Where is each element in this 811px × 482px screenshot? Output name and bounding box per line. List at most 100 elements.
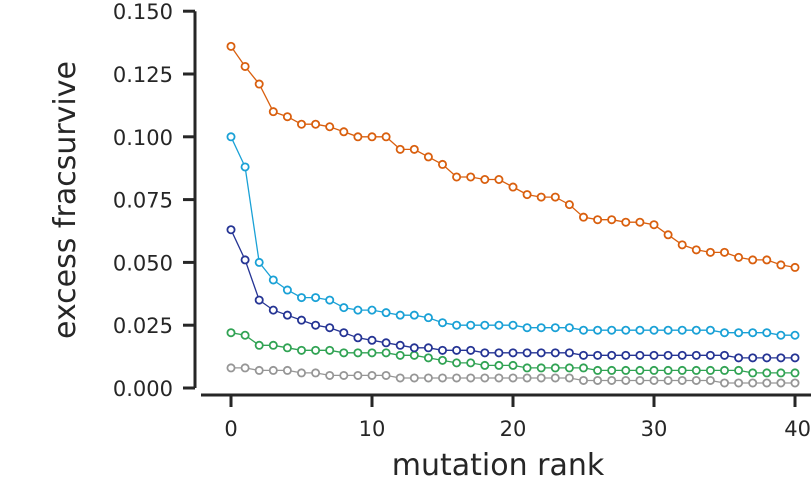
data-point [409, 144, 419, 154]
data-point [494, 373, 504, 383]
plot-area [226, 41, 800, 388]
data-point [635, 365, 645, 375]
data-point [423, 373, 433, 383]
data-point [466, 320, 476, 330]
data-point [691, 325, 701, 335]
y-axis-label: excess fracsurvive [48, 61, 83, 339]
data-point [339, 370, 349, 380]
data-point [776, 330, 786, 340]
data-point [339, 127, 349, 137]
data-point [762, 368, 772, 378]
data-point [480, 373, 490, 383]
data-point [607, 365, 617, 375]
data-point [367, 370, 377, 380]
data-point [663, 230, 673, 240]
data-point [325, 370, 335, 380]
data-point [762, 255, 772, 265]
data-point [748, 378, 758, 388]
data-point [339, 348, 349, 358]
data-point [790, 330, 800, 340]
data-point [311, 345, 321, 355]
series-1 [226, 41, 800, 272]
data-point [663, 375, 673, 385]
data-point [564, 323, 574, 333]
data-point [762, 328, 772, 338]
y-tick-label: 0.075 [113, 189, 173, 213]
data-point [508, 320, 518, 330]
data-point [635, 350, 645, 360]
data-point [452, 345, 462, 355]
data-point [607, 215, 617, 225]
y-tick-label: 0.125 [113, 63, 173, 87]
data-point [353, 348, 363, 358]
data-point [296, 368, 306, 378]
data-point [663, 350, 673, 360]
data-point [311, 293, 321, 303]
data-point [536, 323, 546, 333]
data-point [705, 365, 715, 375]
data-point [381, 348, 391, 358]
data-point [776, 260, 786, 270]
data-point [593, 350, 603, 360]
data-point [776, 353, 786, 363]
data-point [748, 353, 758, 363]
data-point [466, 358, 476, 368]
data-point [522, 323, 532, 333]
data-point [240, 255, 250, 265]
x-axis-label: mutation rank [392, 448, 605, 482]
data-point [296, 293, 306, 303]
data-point [268, 365, 278, 375]
data-point [437, 373, 447, 383]
data-point [649, 220, 659, 230]
data-point [437, 345, 447, 355]
data-point [635, 325, 645, 335]
data-point [550, 373, 560, 383]
data-point [353, 132, 363, 142]
data-point [325, 122, 335, 132]
data-point [536, 373, 546, 383]
data-point [734, 353, 744, 363]
x-tick-label: 10 [359, 417, 386, 441]
data-point [607, 325, 617, 335]
data-point [550, 192, 560, 202]
data-point [720, 328, 730, 338]
data-point [480, 175, 490, 185]
data-point [579, 350, 589, 360]
series-2 [226, 132, 800, 340]
data-point [748, 255, 758, 265]
data-point [296, 119, 306, 129]
data-point [452, 320, 462, 330]
x-tick-label: 20 [500, 417, 527, 441]
data-point [621, 365, 631, 375]
data-point [339, 328, 349, 338]
data-point [762, 353, 772, 363]
data-point [423, 353, 433, 363]
data-point [409, 343, 419, 353]
data-point [409, 373, 419, 383]
data-point [705, 325, 715, 335]
data-point [649, 350, 659, 360]
data-point [240, 162, 250, 172]
data-point [691, 245, 701, 255]
data-point [367, 348, 377, 358]
data-point [550, 363, 560, 373]
data-point [691, 350, 701, 360]
data-point [508, 360, 518, 370]
data-point [282, 343, 292, 353]
x-axis-ticks: 0 10 20 30 40 [224, 395, 811, 441]
data-point [564, 363, 574, 373]
data-point [325, 323, 335, 333]
data-point [254, 365, 264, 375]
series-line [230, 136, 795, 336]
data-point [409, 310, 419, 320]
data-point [621, 350, 631, 360]
data-point [226, 132, 236, 142]
data-point [452, 373, 462, 383]
data-point [311, 119, 321, 129]
data-point [790, 378, 800, 388]
data-point [720, 247, 730, 257]
x-tick-label: 0 [224, 417, 237, 441]
data-point [522, 190, 532, 200]
data-point [550, 348, 560, 358]
data-point [240, 363, 250, 373]
